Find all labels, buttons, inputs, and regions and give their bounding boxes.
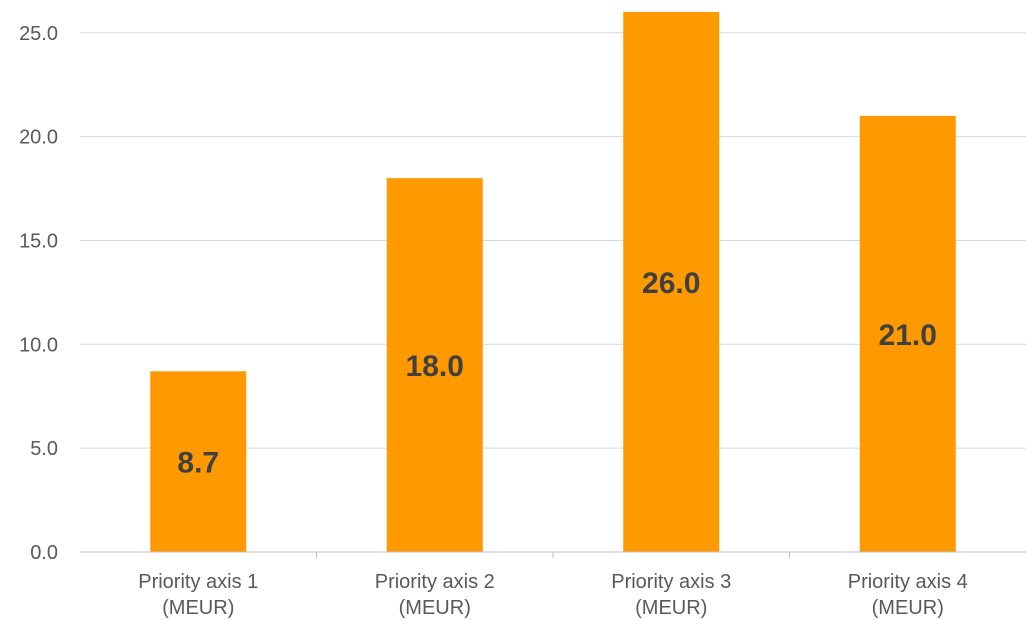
x-axis-labels: Priority axis 1 (MEUR) Priority axis 2 (MEU… <box>138 571 968 619</box>
x-tick-label: Priority axis 2 <box>375 571 495 593</box>
y-tick-label: 25.0 <box>19 23 58 45</box>
y-tick-label: 5.0 <box>30 438 58 460</box>
y-axis-ticks: 0.0 5.0 10.0 15.0 20.0 25.0 <box>19 23 58 564</box>
bar <box>386 178 483 552</box>
data-label: 26.0 <box>642 267 700 300</box>
bar <box>150 371 247 552</box>
y-tick-label: 0.0 <box>30 542 58 564</box>
bars <box>150 12 956 552</box>
x-tick-label: (MEUR) <box>162 597 234 619</box>
data-label: 21.0 <box>879 319 937 352</box>
x-tick-label: Priority axis 1 <box>138 571 258 593</box>
bar <box>623 12 720 552</box>
x-tick-label: Priority axis 3 <box>611 571 731 593</box>
x-tick-label: (MEUR) <box>399 597 471 619</box>
x-axis <box>80 551 1026 558</box>
x-tick-label: (MEUR) <box>872 597 944 619</box>
y-tick-label: 15.0 <box>19 230 58 252</box>
data-label: 8.7 <box>177 447 219 480</box>
x-tick-label: Priority axis 4 <box>848 571 968 593</box>
y-tick-label: 10.0 <box>19 334 58 356</box>
x-tick-label: (MEUR) <box>635 597 707 619</box>
y-tick-label: 20.0 <box>19 127 58 149</box>
data-labels: 8.7 18.0 26.0 21.0 <box>177 267 937 480</box>
data-label: 18.0 <box>406 350 464 383</box>
bar <box>859 115 956 552</box>
